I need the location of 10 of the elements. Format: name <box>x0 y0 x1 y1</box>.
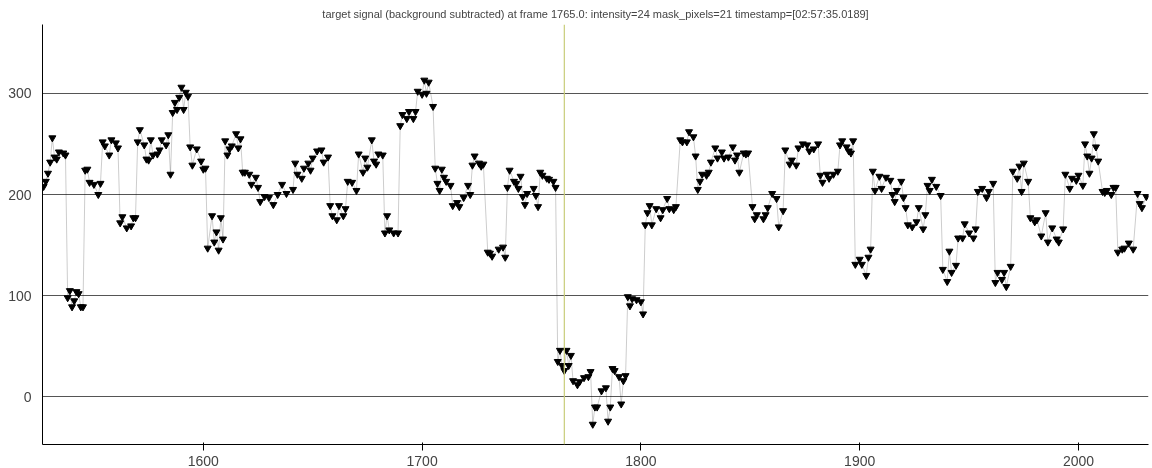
y-tick-label: 200 <box>8 186 32 203</box>
x-tick-label: 2000 <box>1062 452 1095 468</box>
chart-title: target signal (background subtracted) at frame 1765.0: intensity=24 mask_pixels=21 timestamp=[02:57:35.0189] <box>322 7 869 20</box>
x-tick-label: 1800 <box>625 452 657 468</box>
x-tick-label: 1900 <box>844 452 876 468</box>
x-tick-label: 1600 <box>187 452 220 468</box>
y-tick-label: 0 <box>23 388 32 405</box>
y-tick-label: 300 <box>8 85 32 102</box>
x-tick-label: 1700 <box>406 452 438 468</box>
y-tick-label: 100 <box>8 287 32 304</box>
